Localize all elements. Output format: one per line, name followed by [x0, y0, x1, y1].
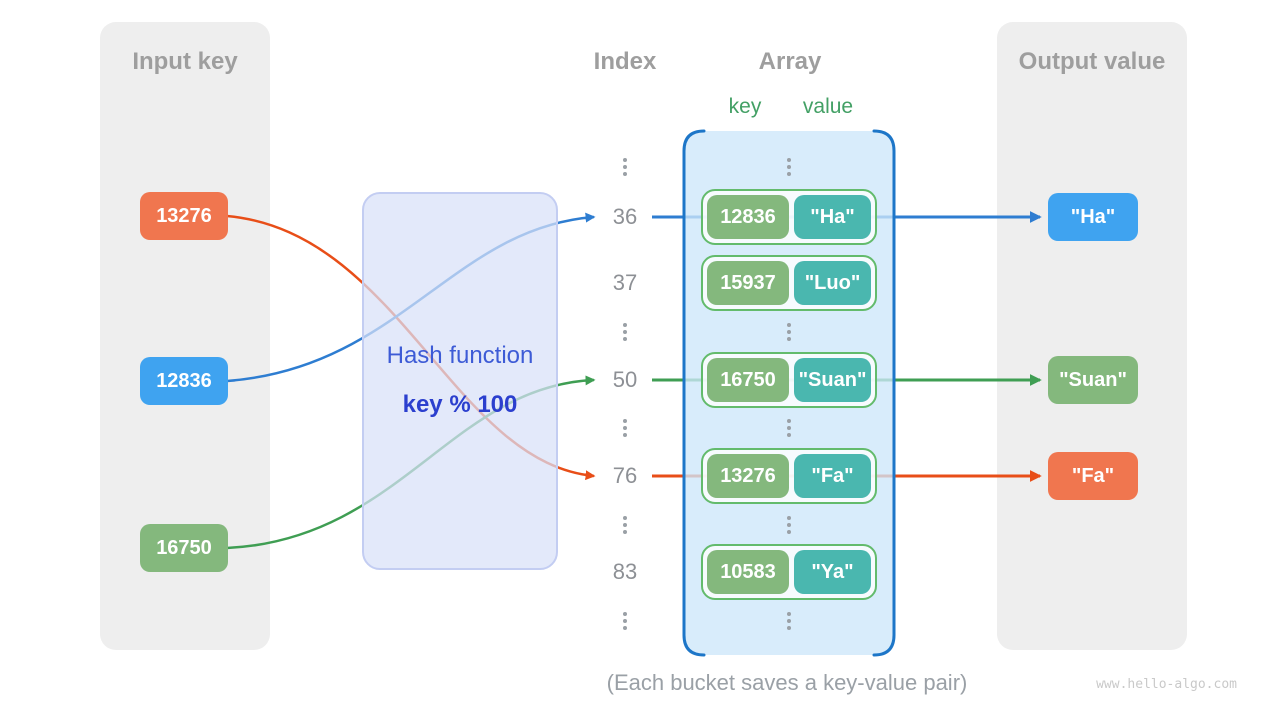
input-key-12836: 12836 — [140, 357, 228, 405]
watermark: www.hello-algo.com — [1096, 677, 1237, 692]
bucket-value: "Ha" — [794, 195, 871, 239]
index-ellipsis — [622, 158, 628, 176]
hash-function-box — [362, 192, 558, 570]
bucket-value: "Fa" — [794, 454, 871, 498]
input-key-13276: 13276 — [140, 192, 228, 240]
index-value-83: 83 — [612, 559, 638, 584]
array-column-header: Array — [758, 48, 822, 75]
input-key-16750: 16750 — [140, 524, 228, 572]
output-value-fa: "Fa" — [1048, 452, 1138, 500]
index-ellipsis — [622, 516, 628, 534]
bucket-key: 13276 — [707, 454, 789, 498]
array-left-bracket — [682, 129, 706, 657]
hash-function-label: Hash function — [386, 342, 534, 369]
value-column-label: value — [802, 95, 854, 118]
index-value-76: 76 — [612, 463, 638, 488]
bucket-row-37: 15937 "Luo" — [701, 255, 877, 311]
bucket-value: "Ya" — [794, 550, 871, 594]
input-panel-title: Input key — [132, 48, 238, 75]
bucket-key: 15937 — [707, 261, 789, 305]
output-value-panel — [997, 22, 1187, 650]
index-ellipsis — [622, 419, 628, 437]
array-ellipsis — [786, 158, 792, 176]
hash-function-formula: key % 100 — [402, 391, 518, 418]
index-ellipsis — [622, 323, 628, 341]
bucket-row-76: 13276 "Fa" — [701, 448, 877, 504]
output-value-suan: "Suan" — [1048, 356, 1138, 404]
key-column-label: key — [728, 95, 762, 118]
bucket-value: "Suan" — [794, 358, 871, 402]
array-ellipsis — [786, 612, 792, 630]
bucket-row-50: 16750 "Suan" — [701, 352, 877, 408]
bucket-key: 10583 — [707, 550, 789, 594]
output-value-ha: "Ha" — [1048, 193, 1138, 241]
index-value-37: 37 — [612, 270, 638, 295]
bucket-row-36: 12836 "Ha" — [701, 189, 877, 245]
diagram-caption: (Each bucket saves a key-value pair) — [606, 670, 968, 695]
bucket-row-83: 10583 "Ya" — [701, 544, 877, 600]
bucket-key: 16750 — [707, 358, 789, 402]
index-column-header: Index — [593, 48, 657, 75]
index-ellipsis — [622, 612, 628, 630]
index-value-36: 36 — [612, 204, 638, 229]
array-ellipsis — [786, 323, 792, 341]
bucket-key: 12836 — [707, 195, 789, 239]
array-right-bracket — [872, 129, 896, 657]
array-ellipsis — [786, 516, 792, 534]
output-panel-title: Output value — [1018, 48, 1166, 75]
array-ellipsis — [786, 419, 792, 437]
index-value-50: 50 — [612, 367, 638, 392]
bucket-value: "Luo" — [794, 261, 871, 305]
